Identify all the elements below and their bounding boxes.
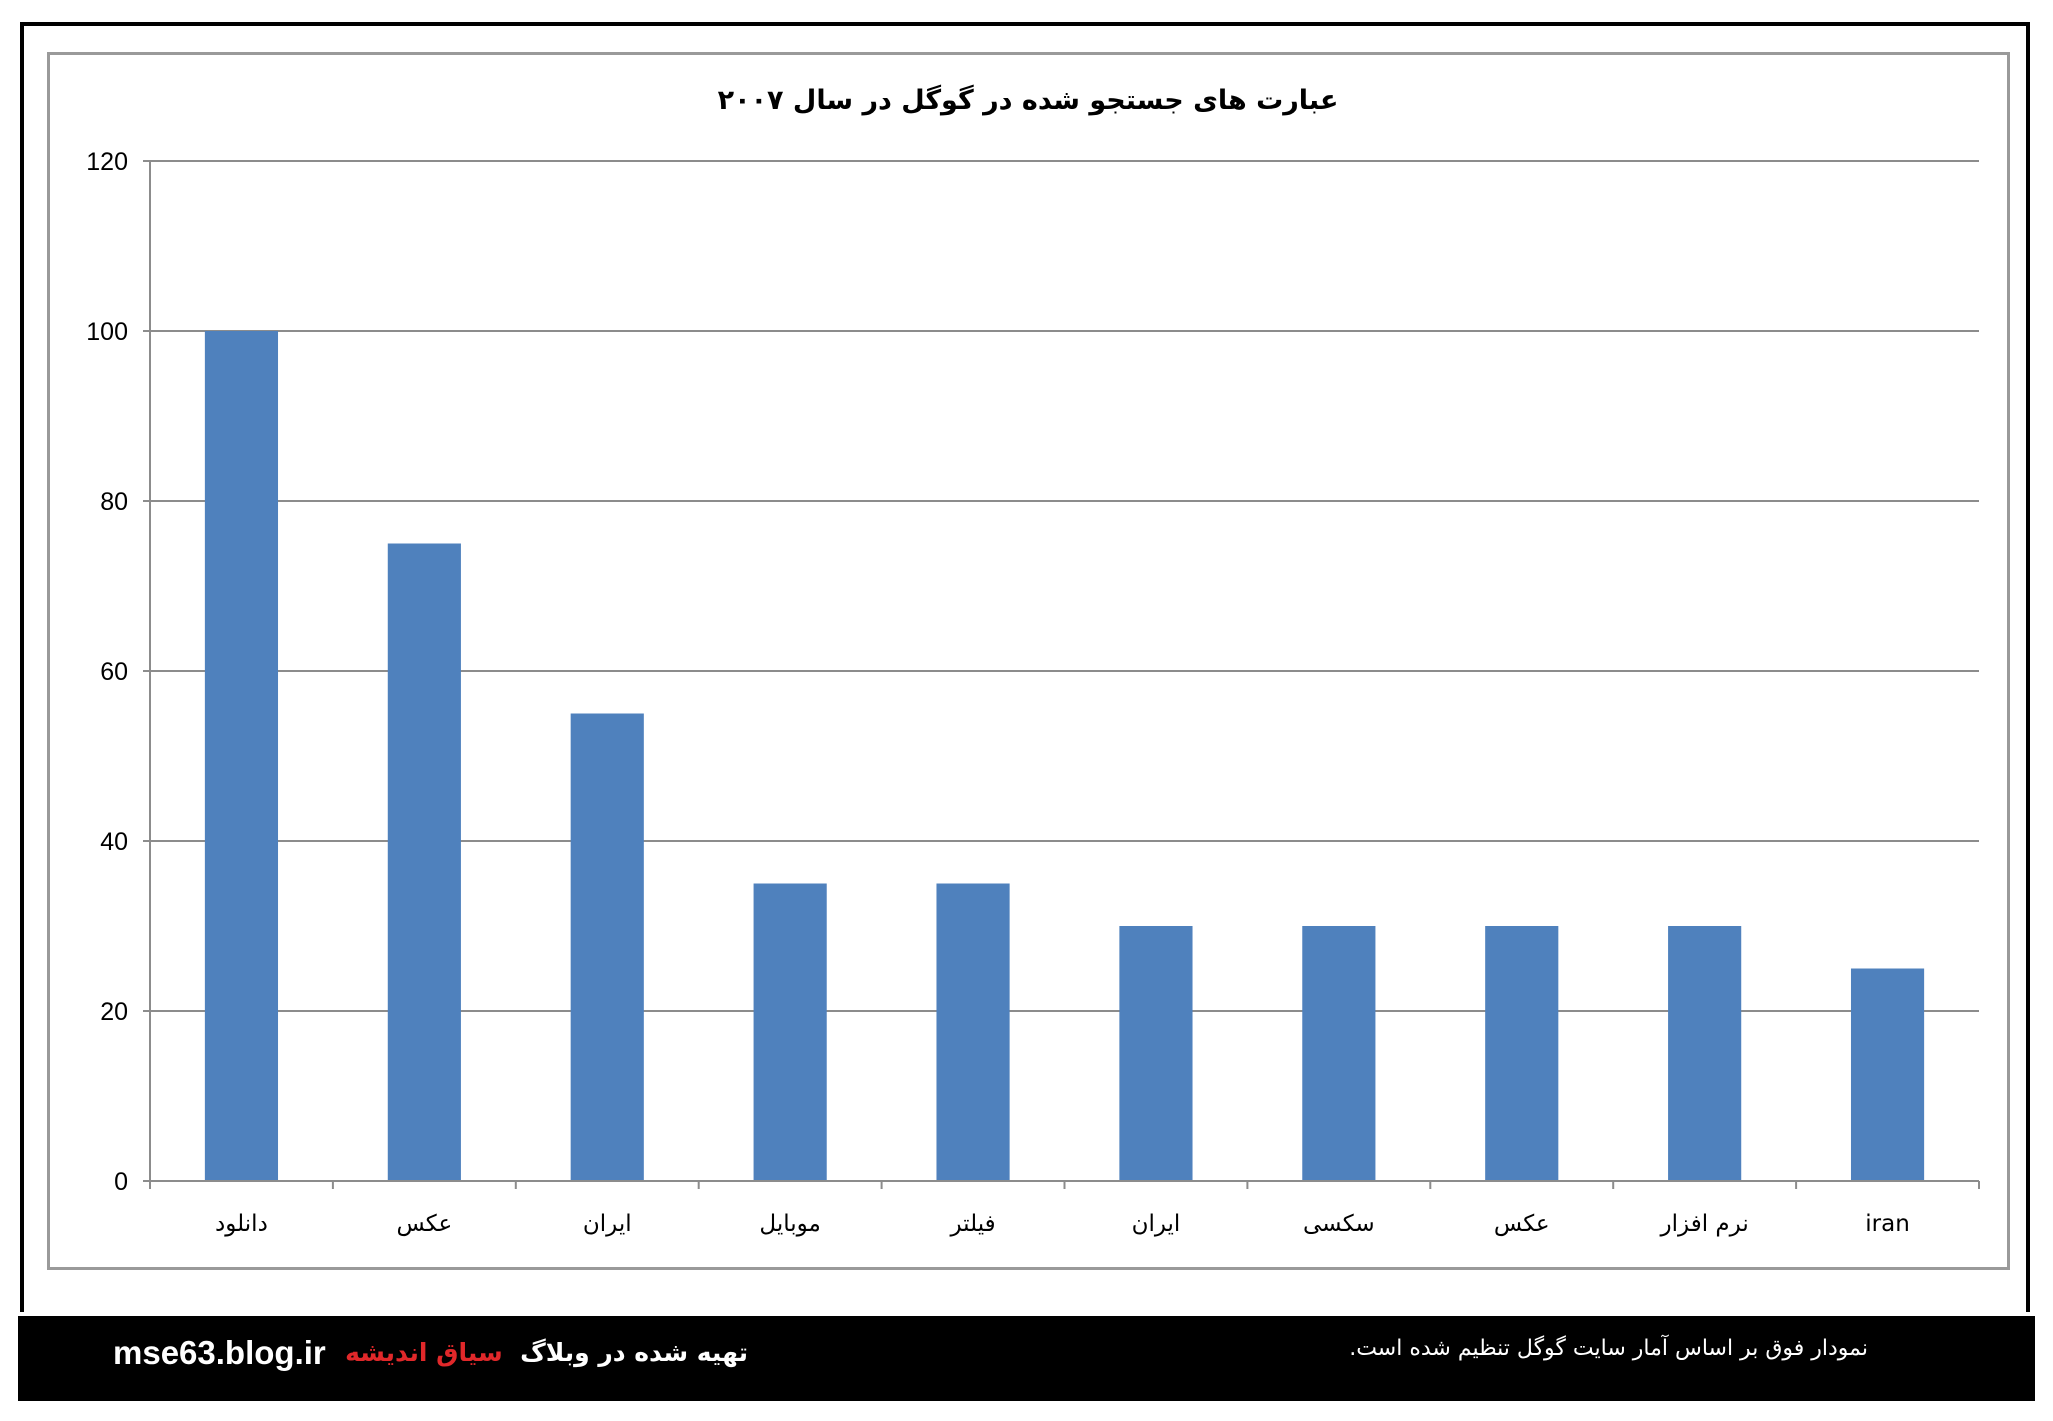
x-tick-label: ایران bbox=[583, 1211, 632, 1237]
x-axis bbox=[149, 1180, 1980, 1189]
chart-area: عبارت های جستجو شده در گوگل در سال ۲۰۰۷ … bbox=[47, 52, 2010, 1270]
bar bbox=[387, 543, 461, 1181]
bar bbox=[936, 883, 1010, 1181]
y-tick-label: 0 bbox=[114, 1168, 128, 1196]
bar bbox=[1119, 926, 1193, 1181]
x-tick-label: موبایل bbox=[759, 1211, 820, 1237]
y-tick-label: 40 bbox=[100, 828, 128, 856]
bar bbox=[1485, 926, 1559, 1181]
footer-blog-name: سیاق اندیشه bbox=[345, 1338, 503, 1367]
bar bbox=[570, 713, 644, 1181]
x-tick-label: دانلود bbox=[215, 1211, 268, 1237]
footer-bar: mse63.blog.ir تهیه شده در وبلاگ سیاق اند… bbox=[18, 1316, 2035, 1401]
x-tick-label: iran bbox=[1865, 1211, 1910, 1237]
footer-credit: تهیه شده در وبلاگ سیاق اندیشه bbox=[345, 1338, 748, 1367]
x-tick-label: عکس bbox=[1494, 1211, 1550, 1237]
y-tick-label: 80 bbox=[100, 488, 128, 516]
x-tick-label: سکسی bbox=[1303, 1211, 1375, 1237]
footer-source-note: نمودار فوق بر اساس آمار سایت گوگل تنظیم … bbox=[1349, 1336, 1868, 1361]
y-tick-label: 120 bbox=[86, 148, 128, 176]
bar bbox=[1668, 926, 1742, 1181]
bars bbox=[204, 331, 1925, 1181]
x-axis-labels: دانلود عکس ایران موبایل فیلتر ایران سکسی عکس نرم… bbox=[215, 1211, 1910, 1237]
bar bbox=[204, 331, 279, 1181]
x-tick-label: عکس bbox=[396, 1211, 452, 1237]
y-tick-label: 20 bbox=[100, 998, 128, 1026]
page-border bbox=[20, 22, 2030, 1312]
x-tick-label: ایران bbox=[1132, 1211, 1181, 1237]
footer-credit-prefix: تهیه شده در وبلاگ bbox=[520, 1338, 748, 1367]
bar-chart: عبارت های جستجو شده در گوگل در سال ۲۰۰۷ … bbox=[86, 84, 1980, 1237]
y-tick-label: 100 bbox=[86, 318, 128, 346]
bar bbox=[1302, 926, 1376, 1181]
y-axis-ticks: 0 20 40 60 80 100 120 bbox=[86, 148, 151, 1196]
x-tick-label: فیلتر bbox=[949, 1211, 995, 1237]
x-tick-label: نرم افزار bbox=[1660, 1211, 1749, 1237]
bar bbox=[1850, 968, 1925, 1181]
chart-title: عبارت های جستجو شده در گوگل در سال ۲۰۰۷ bbox=[718, 84, 1339, 116]
footer-blog-url[interactable]: mse63.blog.ir bbox=[113, 1334, 326, 1371]
y-tick-label: 60 bbox=[100, 658, 128, 686]
bar bbox=[753, 883, 827, 1181]
